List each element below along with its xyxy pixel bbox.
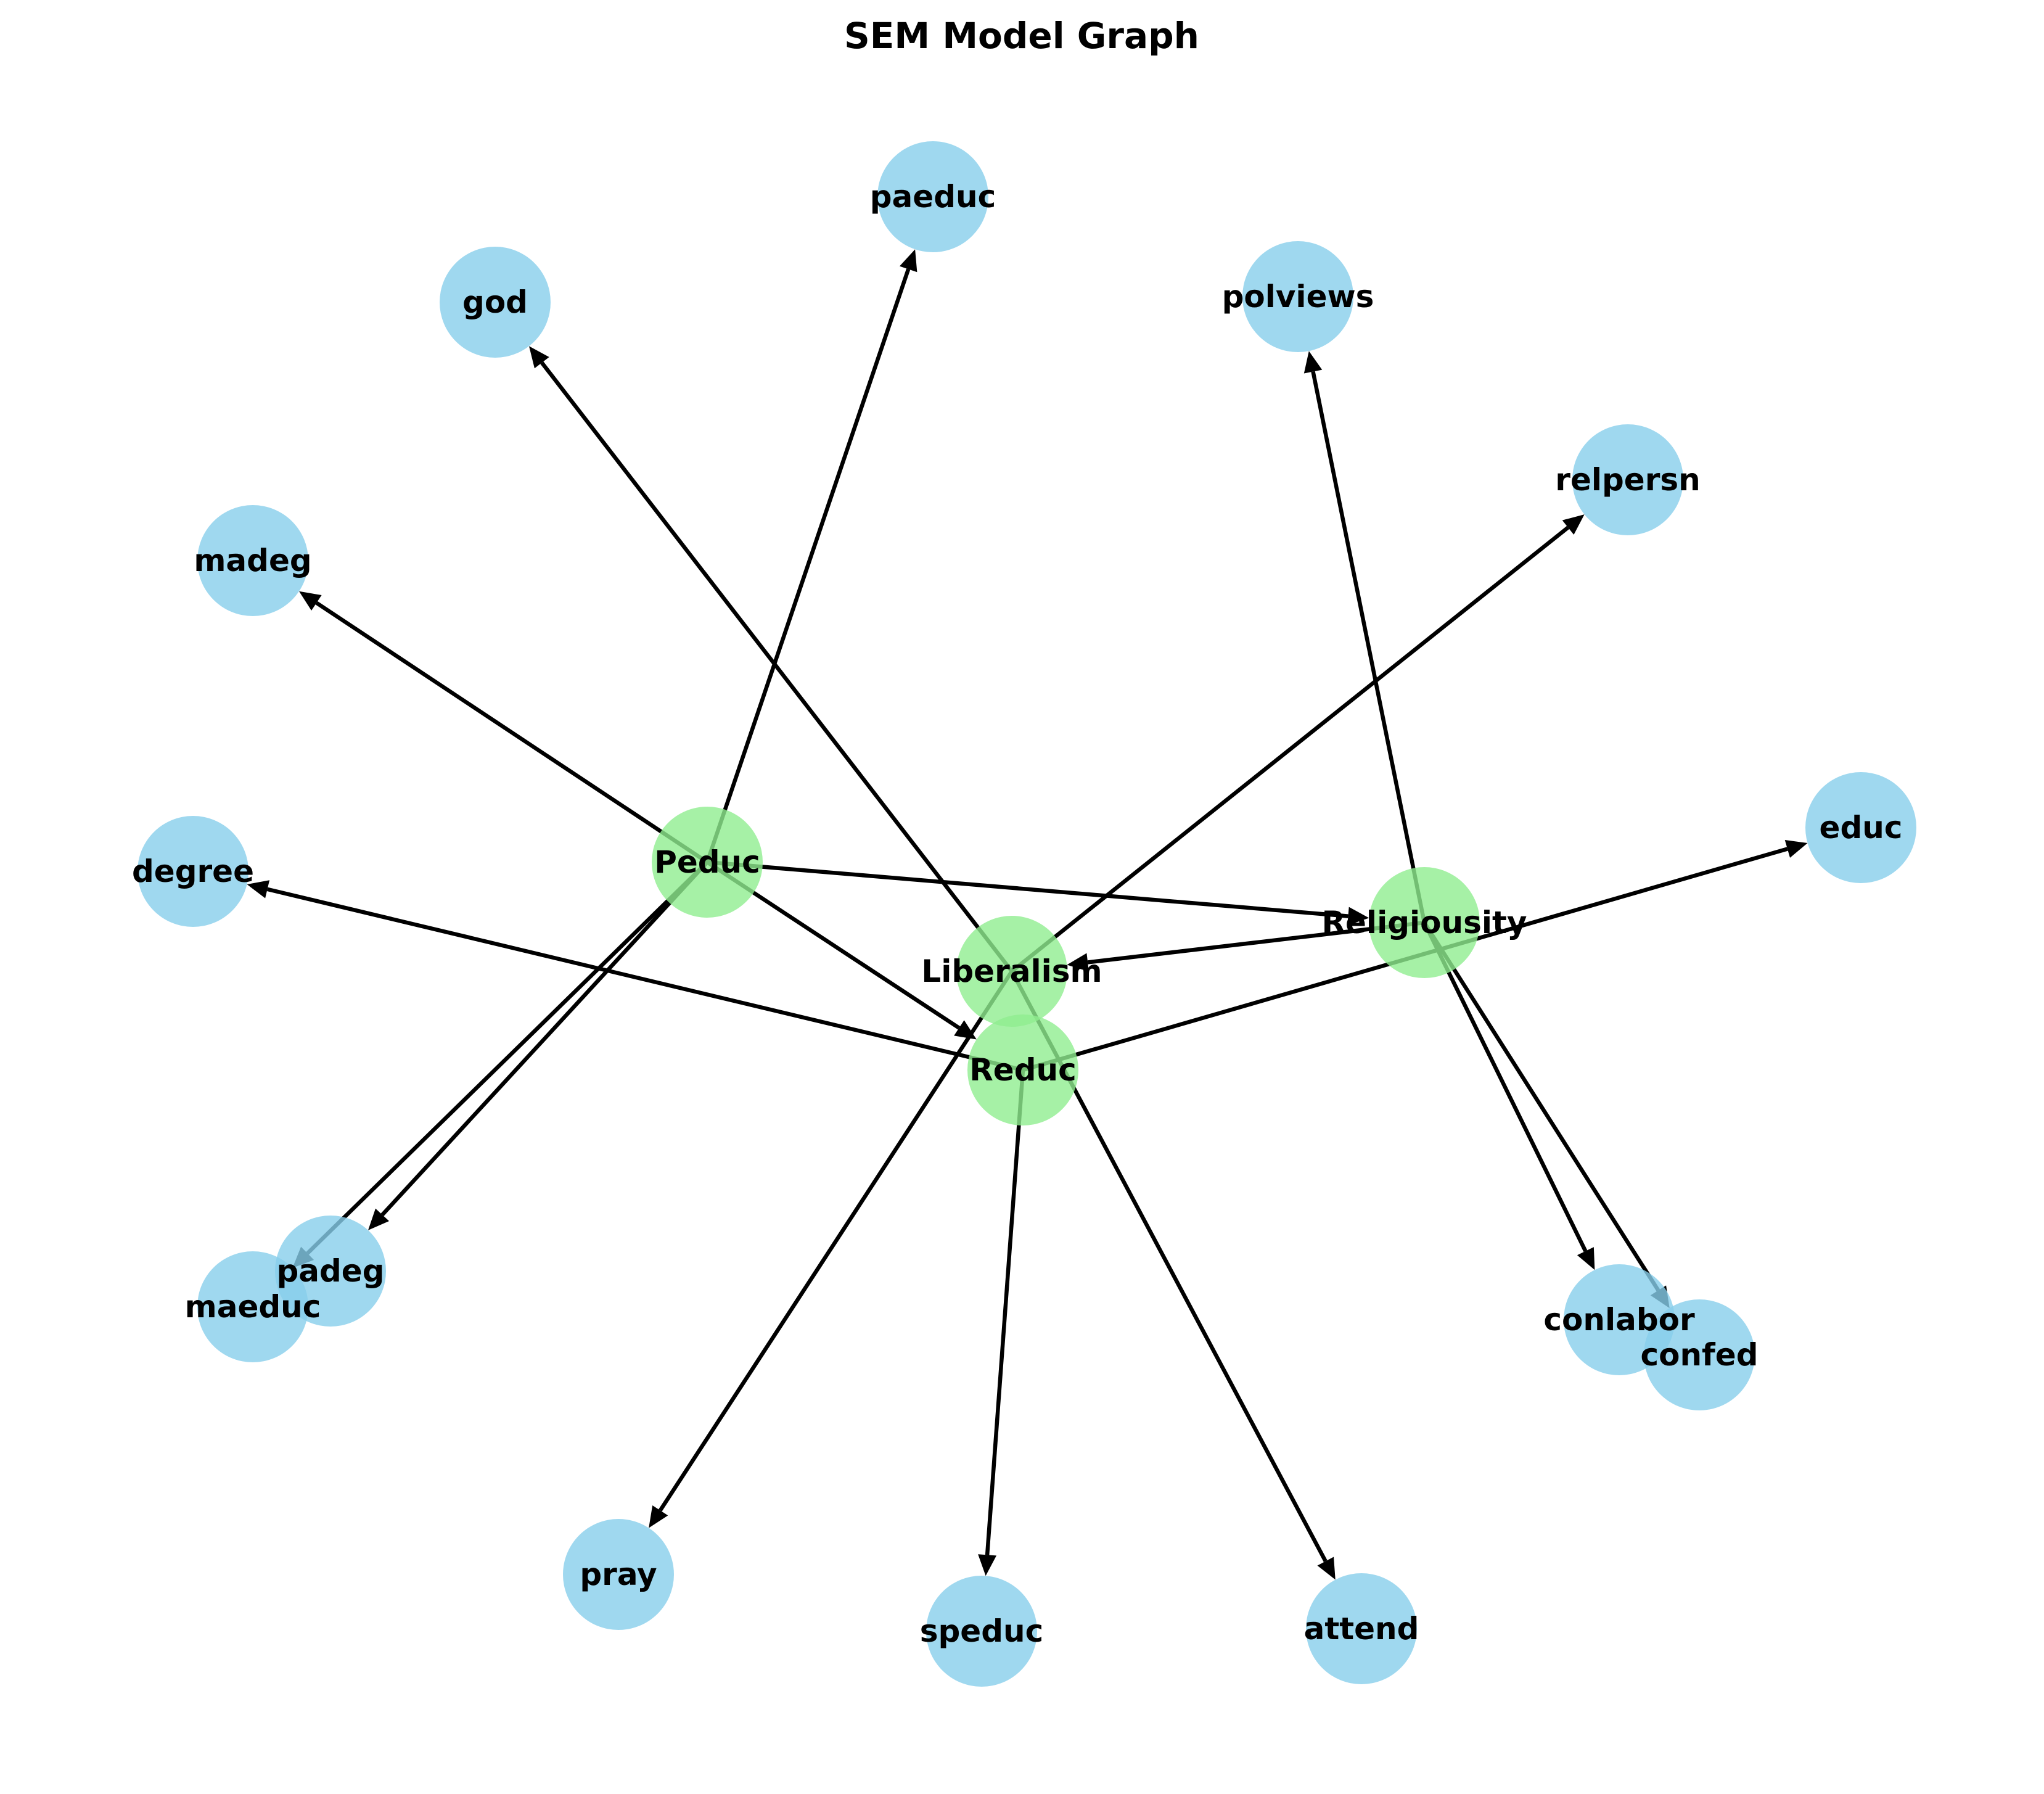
node-label-maeduc: maeduc (185, 1289, 321, 1325)
arrowhead (1784, 840, 1808, 858)
node-label-relpersn: relpersn (1555, 462, 1700, 498)
node-peduc (652, 807, 763, 918)
node-confed (1644, 1299, 1755, 1410)
node-relpersn (1572, 424, 1683, 535)
graph-title: SEM Model Graph (844, 15, 1199, 57)
edge-line (659, 970, 1014, 1512)
edge-line (1311, 371, 1427, 923)
edge-line (705, 268, 911, 863)
edge-liberalism-to-pray (649, 970, 1014, 1528)
node-label-madeg: madeg (194, 543, 311, 578)
node-reduc (967, 1014, 1078, 1125)
node-label-padeg: padeg (276, 1253, 384, 1289)
node-god (440, 247, 551, 358)
edge-line (1087, 920, 1425, 965)
labels-layer: Peduc Liberalism Religiousity Reduc paeduc go… (132, 179, 1902, 1649)
edge-religiousity-to-conlabor (1422, 921, 1595, 1270)
node-polviews (1242, 241, 1353, 352)
arrowhead (1562, 514, 1585, 535)
arrowhead (649, 1505, 668, 1528)
node-label-attend: attend (1304, 1611, 1419, 1647)
edge-reduc-to-speduc (978, 1069, 1025, 1576)
node-pray (563, 1519, 674, 1630)
node-attend (1306, 1573, 1417, 1684)
edge-line (985, 1069, 1025, 1555)
arrowhead (247, 880, 270, 899)
arrowhead (1303, 351, 1323, 374)
edge-peduc-to-religiousity (707, 860, 1369, 926)
edge-religiousity-to-liberalism (1067, 920, 1425, 972)
node-label-paeduc: paeduc (870, 179, 996, 215)
edge-liberalism-to-relpersn (1010, 514, 1585, 973)
node-label-reduc: Reduc (969, 1052, 1076, 1088)
node-liberalism (956, 916, 1067, 1027)
node-label-educ: educ (1820, 810, 1903, 846)
edge-liberalism-to-god (529, 346, 1014, 973)
node-label-conlabor: conlabor (1543, 1302, 1695, 1338)
node-educ (1805, 772, 1916, 883)
edge-religiousity-to-confed (1422, 921, 1670, 1309)
node-label-liberalism: Liberalism (921, 953, 1102, 989)
edge-line (1010, 525, 1570, 973)
node-label-god: god (462, 284, 528, 320)
arrowhead (899, 249, 917, 273)
edge-line (540, 361, 1014, 973)
node-label-religiousity: Religiousity (1322, 905, 1527, 940)
node-label-speduc: speduc (920, 1613, 1044, 1649)
edge-line (380, 860, 709, 1217)
arrowhead (1067, 953, 1089, 972)
edges-layer (247, 249, 1808, 1580)
node-label-pray: pray (580, 1557, 657, 1592)
node-madeg (197, 505, 308, 616)
edge-peduc-to-paeduc (705, 249, 917, 863)
node-label-polviews: polviews (1222, 279, 1374, 315)
arrowhead (1317, 1557, 1336, 1580)
edge-line (707, 860, 1348, 918)
node-label-degree: degree (132, 854, 254, 889)
node-maeduc (197, 1251, 308, 1362)
nodes-layer (137, 141, 1916, 1687)
arrowhead (1347, 907, 1369, 926)
edge-reduc-to-degree (247, 880, 1024, 1072)
arrowhead (1577, 1247, 1595, 1270)
edge-peduc-to-padeg (367, 860, 709, 1230)
node-speduc (926, 1576, 1037, 1687)
node-paeduc (877, 141, 988, 252)
edge-line (306, 860, 709, 1255)
edge-religiousity-to-polviews (1303, 351, 1427, 923)
arrowhead (978, 1554, 997, 1576)
edge-line (266, 887, 1024, 1072)
edge-peduc-to-maeduc (292, 860, 709, 1269)
edge-peduc-to-madeg (298, 591, 708, 864)
edge-line (1422, 921, 1660, 1292)
arrowhead (367, 1208, 390, 1230)
node-religiousity (1369, 867, 1480, 978)
arrowhead (529, 346, 549, 369)
edge-line (315, 601, 708, 864)
edge-line (1422, 921, 1588, 1253)
node-label-confed: confed (1640, 1337, 1758, 1373)
node-degree (137, 816, 248, 927)
node-label-peduc: Peduc (654, 844, 760, 880)
arrowhead (298, 591, 322, 611)
